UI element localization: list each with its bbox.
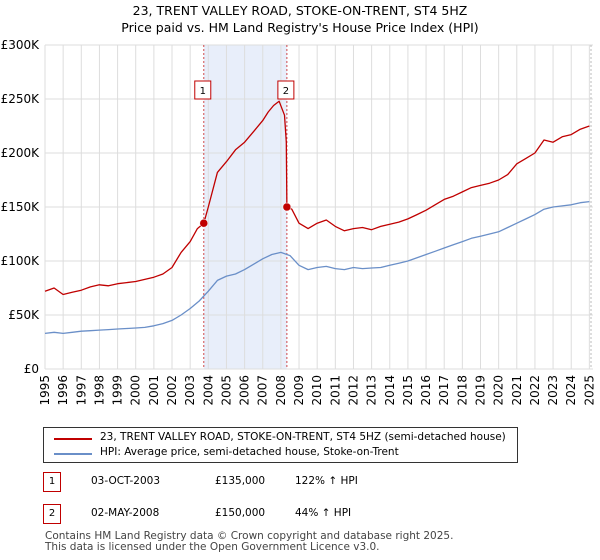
- sale-price: £135,000: [215, 475, 266, 487]
- hpi-line: [44, 200, 590, 335]
- sale-annotation-box: [277, 80, 295, 100]
- sale-point: [199, 218, 209, 228]
- sale-marker-box: 2: [43, 504, 61, 524]
- x-tick-label: 2002: [165, 375, 179, 406]
- sale-point: [282, 202, 292, 212]
- x-tick-label: 1997: [74, 375, 88, 406]
- x-tick-label: 2022: [528, 375, 542, 406]
- sale-date: 03-OCT-2003: [91, 475, 160, 487]
- x-tick-label: 2000: [129, 375, 143, 406]
- legend-property-label: 23, TRENT VALLEY ROAD, STOKE-ON-TRENT, S…: [100, 431, 506, 443]
- y-tick-label: £250K: [1, 92, 41, 106]
- sale-annotation-label: 2: [283, 86, 289, 97]
- sale-annotation: 1: [194, 80, 212, 100]
- price-chart: 1 2 £0 £50K £100K £150K £200K £250K £300K 1995 199…: [1, 38, 597, 406]
- y-tick-label: £300K: [1, 38, 41, 52]
- x-tick-label: 1999: [111, 375, 125, 406]
- x-tick-label: 1996: [56, 375, 70, 406]
- legend-hpi-label: HPI: Average price, semi-detached house,…: [100, 446, 399, 458]
- sale-marker-box: 1: [43, 472, 61, 492]
- x-tick-label: 2021: [510, 375, 524, 406]
- y-tick-label: £150K: [1, 200, 41, 214]
- chart-title: 23, TRENT VALLEY ROAD, STOKE-ON-TRENT, S…: [132, 3, 468, 18]
- x-tick-label: 2004: [201, 375, 215, 406]
- x-tick-label: 2006: [238, 375, 252, 406]
- y-tick-label: £0: [24, 362, 39, 376]
- sale-price: £150,000: [215, 507, 266, 519]
- sale-annotation-label: 1: [200, 86, 206, 97]
- x-tick-label: 2001: [147, 375, 161, 406]
- sale-date: 02-MAY-2008: [91, 507, 160, 519]
- x-tick-label: 2003: [183, 375, 197, 406]
- x-tick-label: 1998: [92, 375, 106, 406]
- x-tick-label: 2016: [419, 375, 433, 406]
- legend: 23, TRENT VALLEY ROAD, STOKE-ON-TRENT, S…: [43, 427, 518, 463]
- footer-licence: This data is licensed under the Open Gov…: [45, 541, 380, 553]
- footer: Contains HM Land Registry data © Crown c…: [45, 531, 453, 553]
- property-price-line: [44, 100, 590, 296]
- chart-subtitle: Price paid vs. HM Land Registry's House …: [121, 20, 479, 35]
- y-tick-label: £200K: [1, 146, 41, 160]
- x-tick-label: 1995: [38, 375, 52, 406]
- x-tick-label: 2017: [437, 375, 451, 406]
- x-tick-label: 2019: [473, 375, 487, 406]
- x-tick-label: 2024: [564, 375, 578, 406]
- y-tick-label: £50K: [8, 308, 40, 322]
- x-tick-label: 2018: [455, 375, 469, 406]
- sale-hpi-change: 122% ↑ HPI: [295, 475, 358, 487]
- legend-hpi-line: [54, 453, 92, 455]
- sale-hpi-change: 44% ↑ HPI: [295, 507, 352, 519]
- legend-property-line: [54, 438, 92, 440]
- x-tick-label: 2011: [328, 375, 342, 406]
- x-tick-label: 2005: [219, 375, 233, 406]
- y-tick-label: £100K: [1, 254, 41, 268]
- x-tick-label: 2015: [401, 375, 415, 406]
- x-tick-label: 2012: [346, 375, 360, 406]
- x-tick-label: 2009: [292, 375, 306, 406]
- footer-copyright: Contains HM Land Registry data © Crown c…: [45, 530, 454, 542]
- x-tick-label: 2014: [383, 375, 397, 406]
- sale-annotation-box: [194, 80, 212, 100]
- x-tick-label: 2010: [310, 375, 324, 406]
- x-tick-label: 2020: [492, 375, 506, 406]
- x-tick-label: 2008: [274, 375, 288, 406]
- x-tick-label: 2013: [365, 375, 379, 406]
- sale-annotation: 2: [277, 80, 295, 100]
- x-tick-label: 2023: [546, 375, 560, 406]
- x-tick-label: 2007: [256, 375, 270, 406]
- x-tick-label: 2025: [582, 375, 596, 406]
